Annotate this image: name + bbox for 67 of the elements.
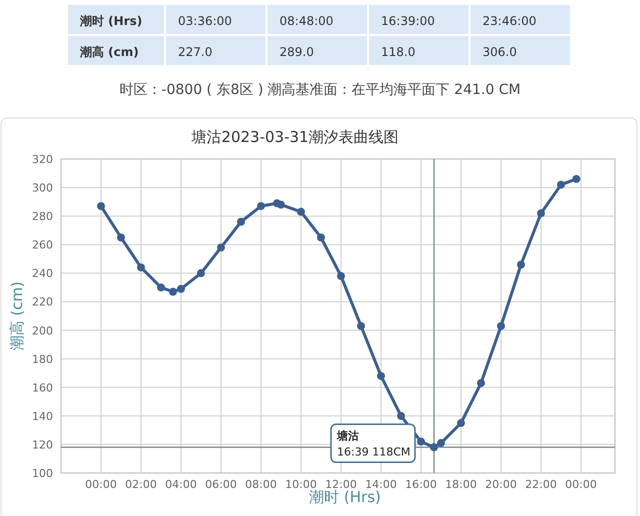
- y-tick-label: 300: [32, 182, 53, 195]
- x-tick-label: 18:00: [445, 478, 477, 491]
- x-tick-label: 20:00: [485, 478, 517, 491]
- x-tick-label: 02:00: [125, 478, 157, 491]
- y-tick-label: 180: [32, 352, 53, 366]
- point: [377, 372, 385, 380]
- x-tick-label: 10:00: [285, 478, 317, 491]
- point: [257, 202, 265, 210]
- annotation: 塘沽 16:39 118CM: [336, 429, 410, 458]
- y-tick-label: 220: [32, 296, 53, 309]
- y-tick-label: 260: [32, 238, 53, 252]
- point: [177, 284, 185, 293]
- point: [117, 234, 125, 242]
- point: [237, 218, 245, 226]
- y-axis-title: 潮高 (cm): [8, 281, 26, 351]
- chart-title: 塘沽2023-03-31潮汐表曲线图: [190, 128, 399, 146]
- point: [477, 379, 485, 388]
- point: [397, 412, 405, 420]
- point: [417, 438, 425, 446]
- point: [437, 439, 445, 448]
- text: 潮时 (Hrs): [79, 14, 142, 28]
- point: [197, 269, 205, 278]
- y-tick-label: 120: [32, 438, 53, 452]
- y-tick-label: 280: [32, 210, 53, 224]
- x-tick-label: 12:00: [325, 478, 357, 491]
- point: [457, 419, 465, 428]
- point: [497, 322, 505, 330]
- point: [357, 322, 365, 330]
- point: [157, 283, 165, 292]
- x-axis-title: 潮时 (Hrs): [309, 488, 381, 506]
- x-tick-label: 00:00: [565, 478, 597, 491]
- x-tick-label: 08:00: [245, 478, 277, 491]
- point: [97, 202, 105, 210]
- point: [169, 288, 177, 296]
- text: 227.0: [178, 45, 212, 59]
- x-tick-label: 16:00: [405, 478, 437, 491]
- point: [277, 200, 285, 209]
- text: 23:46:00: [482, 14, 536, 28]
- point: [297, 208, 305, 216]
- point: [572, 174, 580, 183]
- text: 16:39:00: [381, 14, 435, 28]
- y-tick-label: 160: [32, 381, 53, 394]
- point: [517, 260, 525, 269]
- text: 03:36:00: [178, 14, 232, 28]
- text: 时区：-0800 ( 东8区 ) 潮高基准面：在平均海平面下 241.0 CM: [119, 82, 521, 98]
- x-tick-label: 22:00: [525, 478, 557, 491]
- y-tick-label: 140: [32, 410, 53, 423]
- x-tick-label: 06:00: [205, 478, 237, 491]
- y-tick-label: 320: [32, 153, 53, 166]
- point: [430, 443, 438, 452]
- point: [137, 263, 145, 272]
- text: 306.0: [482, 45, 517, 59]
- text: 08:48:00: [280, 14, 334, 28]
- point: [337, 272, 345, 280]
- text: 潮高 (cm): [79, 45, 139, 59]
- point: [217, 243, 225, 252]
- point: [537, 209, 545, 218]
- point: [557, 180, 565, 189]
- y-tick-label: 240: [32, 267, 53, 280]
- text: 289.0: [280, 45, 314, 59]
- y-tick-label: 100: [32, 467, 53, 480]
- y-tick-label: 200: [32, 324, 53, 338]
- x-tick-label: 04:00: [165, 478, 197, 491]
- x-tick-label: 14:00: [365, 478, 397, 491]
- point: [317, 234, 325, 242]
- text: 118.0: [381, 45, 416, 59]
- x-tick-label: 00:00: [85, 478, 117, 491]
